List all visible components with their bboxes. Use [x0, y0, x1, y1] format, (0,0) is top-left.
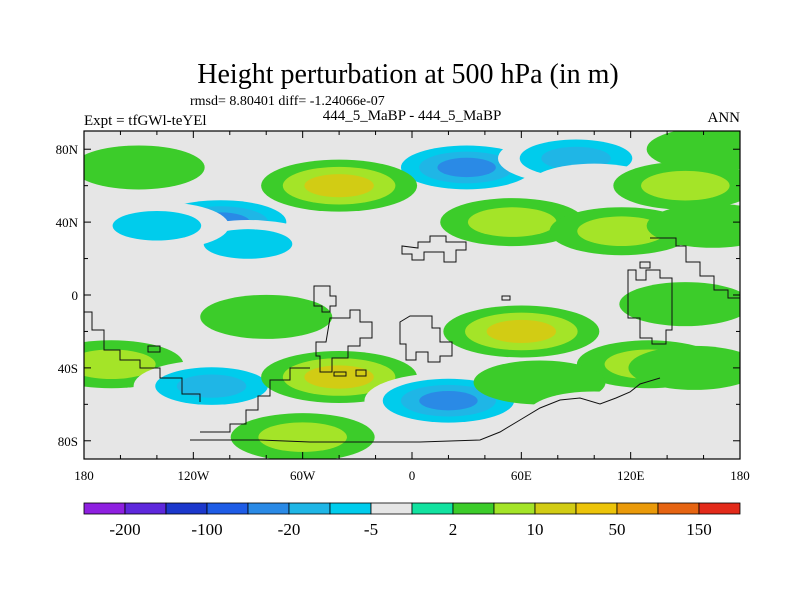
- colorbar-swatch: [329, 502, 372, 515]
- field-feature: [440, 198, 585, 247]
- colorbar: -200 -100 -20 -5 2 10 50 150: [83, 502, 741, 539]
- contour-level: [637, 391, 740, 436]
- y-tick-label: 40S: [58, 361, 78, 376]
- field-feature: [637, 391, 740, 436]
- coastline-asia-australia: [627, 269, 673, 345]
- x-tick-label: 120W: [177, 468, 210, 483]
- contour-level: [467, 207, 557, 237]
- field-feature: [382, 139, 551, 196]
- experiment-label: Expt = tfGWl-teYEl: [84, 113, 207, 129]
- field-feature: [443, 305, 600, 358]
- coastline-pacific-edge: [650, 237, 740, 299]
- contour-level: [619, 282, 740, 327]
- field-feature: [628, 345, 740, 390]
- colorbar-label: -200: [109, 520, 140, 539]
- chart-title: Height perturbation at 500 hPa (in m): [197, 59, 618, 90]
- colorbar-swatch: [411, 502, 454, 515]
- case-label: 444_5_MaBP - 444_5_MaBP: [323, 108, 502, 124]
- contour-level: [437, 157, 496, 178]
- colorbar-swatch: [452, 502, 495, 515]
- colorbar-label: 2: [449, 520, 458, 539]
- contour-level: [628, 345, 740, 390]
- field-feature: [613, 161, 740, 210]
- field-feature: [646, 131, 740, 172]
- contour-level: [304, 365, 374, 389]
- contour-level: [112, 210, 202, 241]
- contour-level: [176, 374, 247, 398]
- y-axis: 80N 40N 0 40S 80S: [56, 142, 740, 449]
- colorbar-label: 150: [686, 520, 712, 539]
- coastline-west-edge: [84, 311, 201, 402]
- field-feature: [230, 413, 375, 459]
- colorbar-swatch: [657, 502, 700, 515]
- colorbar-swatch: [83, 502, 126, 515]
- contour-level: [84, 145, 205, 190]
- coastline-southern-1: [200, 367, 310, 433]
- colorbar-swatch: [288, 502, 331, 515]
- y-tick-label: 40N: [56, 215, 79, 230]
- contour-level: [84, 287, 205, 332]
- coastline-islands: [147, 261, 651, 377]
- contour-level: [419, 390, 478, 411]
- contour-level: [486, 319, 557, 344]
- colorbar-swatch: [575, 502, 618, 515]
- x-tick-label: 180: [74, 468, 94, 483]
- colorbar-swatch: [493, 502, 536, 515]
- contour-level: [646, 203, 740, 248]
- contour-level: [646, 131, 740, 172]
- colorbar-swatch: [124, 502, 167, 515]
- x-tick-label: 60W: [290, 468, 316, 483]
- colorbar-swatch: [534, 502, 577, 515]
- colorbar-swatch: [247, 502, 290, 515]
- colorbar-swatch: [165, 502, 208, 515]
- field-feature: [528, 391, 661, 436]
- contour-level: [84, 349, 156, 380]
- x-tick-label: 180: [730, 468, 750, 483]
- colorbar-label: -100: [191, 520, 222, 539]
- field-feature: [261, 159, 418, 212]
- colorbar-label: -20: [278, 520, 301, 539]
- coastline-layer: [84, 235, 740, 443]
- field-feature: [619, 282, 740, 327]
- coastline-africa: [399, 315, 453, 363]
- contour-level: [528, 391, 661, 436]
- contour-level: [304, 174, 374, 198]
- y-tick-label: 80N: [56, 142, 79, 157]
- contour-fill-layer: [84, 131, 740, 459]
- coastline-south-america: [315, 309, 373, 373]
- contour-level: [641, 170, 730, 201]
- stats-line: rmsd= 8.80401 diff= -1.24066e-07: [190, 94, 385, 109]
- coastline-eurasia-edge: [401, 235, 467, 263]
- field-feature: [84, 145, 205, 190]
- x-tick-label: 120E: [617, 468, 645, 483]
- coastline-antarctica: [190, 377, 661, 443]
- contour-level: [577, 216, 666, 247]
- colorbar-swatch: [206, 502, 249, 515]
- contour-level: [200, 294, 333, 339]
- x-tick-label: 60E: [511, 468, 532, 483]
- colorbar-label: 50: [609, 520, 626, 539]
- colorbar-swatch: [616, 502, 659, 515]
- field-feature: [200, 294, 333, 339]
- field-feature: [84, 201, 229, 250]
- colorbar-swatch: [698, 502, 741, 515]
- field-feature: [133, 360, 290, 413]
- contour-level: [258, 422, 347, 452]
- field-feature: [84, 287, 205, 332]
- colorbar-label: -5: [364, 520, 378, 539]
- y-tick-label: 0: [72, 288, 79, 303]
- colorbar-swatch: [370, 502, 413, 515]
- season-label: ANN: [708, 110, 741, 126]
- x-axis: 180 120W 60W 0 60E 120E 180: [74, 131, 750, 483]
- contour-level: [203, 229, 293, 259]
- coastline-north-america: [313, 285, 337, 313]
- x-tick-label: 0: [409, 468, 416, 483]
- y-tick-label: 80S: [58, 434, 78, 449]
- field-feature: [646, 203, 740, 248]
- colorbar-label: 10: [527, 520, 544, 539]
